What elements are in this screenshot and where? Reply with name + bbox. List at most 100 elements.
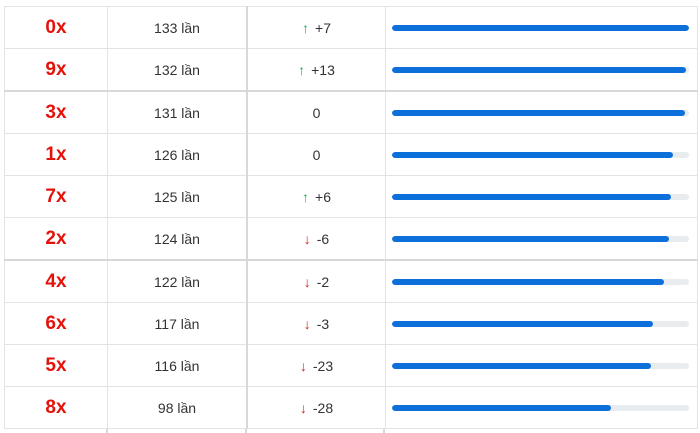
number-label: 9x bbox=[45, 58, 67, 80]
count-cell: 98 lần bbox=[107, 386, 248, 429]
frequency-table: 0x 133 lần ↑ +7 9x 132 lần ↑ +13 3x 131 lầ… bbox=[4, 6, 698, 429]
bar-cell bbox=[385, 48, 698, 92]
bar-cell bbox=[385, 386, 698, 429]
change-label: -28 bbox=[312, 399, 334, 416]
number-cell: 1x bbox=[4, 133, 108, 176]
arrow-down-icon: ↓ bbox=[303, 230, 311, 247]
count-label: 122 lần bbox=[154, 273, 200, 290]
table-row: 0x 133 lần ↑ +7 bbox=[4, 6, 698, 49]
progress-track bbox=[392, 24, 689, 31]
count-label: 116 lần bbox=[154, 357, 200, 374]
count-label: 131 lần bbox=[154, 104, 200, 121]
change-cell: ↑ +6 bbox=[246, 175, 386, 218]
bar-cell bbox=[385, 259, 698, 303]
bar-cell bbox=[385, 6, 698, 49]
progress-fill bbox=[392, 320, 654, 327]
progress-fill bbox=[392, 193, 672, 200]
number-label: 1x bbox=[45, 143, 67, 165]
change-cell: ↓ -23 bbox=[246, 344, 386, 387]
progress-track bbox=[392, 66, 689, 73]
bar-cell bbox=[385, 302, 698, 345]
number-label: 0x bbox=[45, 16, 67, 38]
count-cell: 124 lần bbox=[107, 217, 248, 261]
number-label: 6x bbox=[45, 312, 67, 334]
table-row: 4x 122 lần ↓ -2 bbox=[4, 259, 698, 303]
bar-cell bbox=[385, 175, 698, 218]
progress-fill bbox=[392, 66, 687, 73]
count-cell: 126 lần bbox=[107, 133, 248, 176]
arrow-down-icon: ↓ bbox=[303, 315, 311, 332]
count-cell: 125 lần bbox=[107, 175, 248, 218]
number-cell: 0x bbox=[4, 6, 108, 49]
count-label: 125 lần bbox=[154, 188, 200, 205]
progress-fill bbox=[392, 24, 689, 31]
change-cell: ↑ +7 bbox=[246, 6, 386, 49]
count-cell: 133 lần bbox=[107, 6, 248, 49]
change-cell: 0 bbox=[246, 90, 386, 134]
arrow-up-icon: ↑ bbox=[298, 61, 306, 78]
table-row: 2x 124 lần ↓ -6 bbox=[4, 217, 698, 261]
arrow-up-icon: ↑ bbox=[302, 19, 310, 36]
table-row: 9x 132 lần ↑ +13 bbox=[4, 48, 698, 92]
bar-cell bbox=[385, 133, 698, 176]
change-cell: ↓ -28 bbox=[246, 386, 386, 429]
arrow-down-icon: ↓ bbox=[299, 357, 307, 374]
count-label: 98 lần bbox=[157, 399, 197, 416]
count-label: 132 lần bbox=[154, 61, 200, 78]
number-label: 4x bbox=[45, 270, 67, 292]
change-label: 0 bbox=[312, 146, 321, 163]
bar-cell bbox=[385, 344, 698, 387]
number-cell: 9x bbox=[4, 48, 108, 92]
progress-track bbox=[392, 193, 689, 200]
count-label: 133 lần bbox=[154, 19, 200, 36]
number-cell: 8x bbox=[4, 386, 108, 429]
number-cell: 2x bbox=[4, 217, 108, 261]
change-cell: ↓ -2 bbox=[246, 259, 386, 303]
change-label: +7 bbox=[315, 19, 331, 36]
arrow-up-icon: ↑ bbox=[302, 188, 310, 205]
change-label: 0 bbox=[312, 104, 321, 121]
progress-track bbox=[392, 404, 689, 411]
progress-fill bbox=[392, 235, 669, 242]
change-cell: ↓ -3 bbox=[246, 302, 386, 345]
number-label: 5x bbox=[45, 354, 67, 376]
count-cell: 116 lần bbox=[107, 344, 248, 387]
table-row: 3x 131 lần 0 bbox=[4, 90, 698, 134]
change-cell: ↑ +13 bbox=[246, 48, 386, 92]
progress-track bbox=[392, 109, 689, 116]
progress-track bbox=[392, 278, 689, 285]
count-cell: 131 lần bbox=[107, 90, 248, 134]
progress-fill bbox=[392, 404, 611, 411]
progress-fill bbox=[392, 362, 651, 369]
change-label: -2 bbox=[316, 273, 330, 290]
table-row: 6x 117 lần ↓ -3 bbox=[4, 302, 698, 345]
bar-cell bbox=[385, 90, 698, 134]
progress-fill bbox=[392, 109, 685, 116]
progress-track bbox=[392, 235, 689, 242]
table-row: 1x 126 lần 0 bbox=[4, 133, 698, 176]
arrow-down-icon: ↓ bbox=[299, 399, 307, 416]
change-label: -3 bbox=[316, 315, 330, 332]
change-label: -23 bbox=[312, 357, 334, 374]
change-label: +6 bbox=[315, 188, 331, 205]
count-cell: 117 lần bbox=[107, 302, 248, 345]
count-label: 126 lần bbox=[154, 146, 200, 163]
change-label: +13 bbox=[311, 61, 335, 78]
count-cell: 122 lần bbox=[107, 259, 248, 303]
bar-cell bbox=[385, 217, 698, 261]
table-bottom-edge bbox=[4, 429, 698, 433]
progress-track bbox=[392, 320, 689, 327]
number-cell: 5x bbox=[4, 344, 108, 387]
progress-track bbox=[392, 362, 689, 369]
change-cell: ↓ -6 bbox=[246, 217, 386, 261]
progress-fill bbox=[392, 151, 674, 158]
number-label: 2x bbox=[45, 227, 67, 249]
progress-track bbox=[392, 151, 689, 158]
number-label: 8x bbox=[45, 396, 67, 418]
count-label: 124 lần bbox=[154, 230, 200, 247]
number-label: 7x bbox=[45, 185, 67, 207]
arrow-down-icon: ↓ bbox=[303, 273, 311, 290]
number-cell: 3x bbox=[4, 90, 108, 134]
count-label: 117 lần bbox=[154, 315, 200, 332]
progress-fill bbox=[392, 278, 665, 285]
